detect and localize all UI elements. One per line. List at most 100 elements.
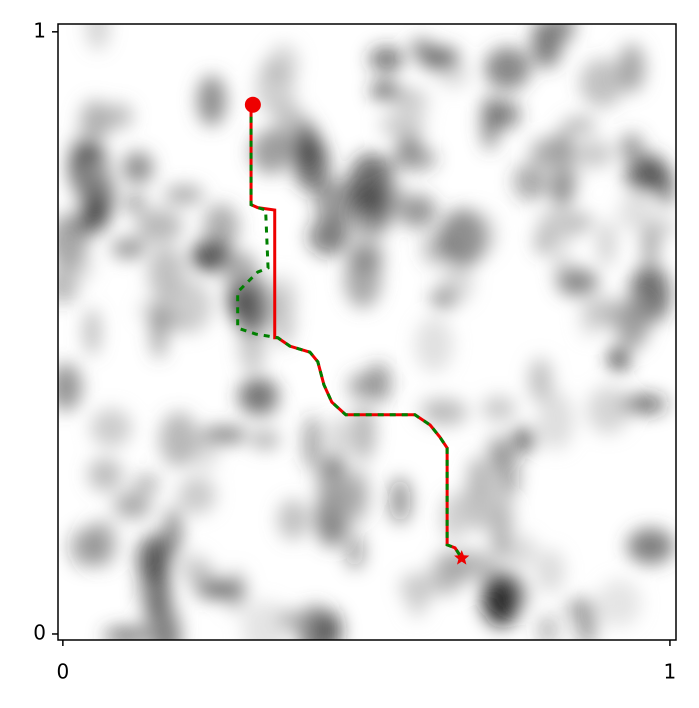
cost-blob	[293, 137, 330, 191]
cost-blob	[137, 536, 168, 584]
cost-blob	[482, 577, 520, 627]
cost-blob	[201, 426, 248, 444]
cost-blob	[122, 151, 154, 185]
cost-blob	[619, 395, 667, 413]
cost-blob	[344, 250, 382, 309]
plot-frame	[57, 23, 677, 641]
cost-blob	[136, 208, 183, 243]
cost-blob	[618, 193, 655, 233]
cost-blob	[226, 283, 257, 319]
cost-blob	[203, 203, 240, 250]
y-tick-label: 1	[33, 18, 46, 42]
x-tick-label: 1	[664, 660, 677, 684]
cost-blob	[642, 224, 659, 267]
cost-blob	[267, 43, 299, 83]
cost-blob	[389, 477, 411, 524]
cost-blob	[346, 533, 364, 570]
cost-blob	[489, 501, 509, 555]
cost-blob	[379, 112, 426, 137]
cost-blob	[627, 528, 674, 565]
cost-blob	[80, 196, 112, 230]
cost-blob	[150, 572, 169, 629]
cost-blob	[86, 520, 117, 567]
cost-blob	[165, 505, 182, 556]
cost-blob	[535, 549, 565, 594]
cost-blob	[419, 46, 460, 71]
cost-blob	[277, 499, 309, 541]
cost-blob	[572, 140, 614, 168]
cost-blob	[414, 317, 454, 373]
cost-blob	[555, 24, 575, 43]
cost-blob	[424, 399, 468, 426]
cost-blob	[481, 396, 517, 422]
cost-blob	[164, 185, 204, 205]
cost-blob	[351, 404, 376, 461]
cost-blob	[159, 411, 199, 468]
cost-blob	[511, 427, 537, 453]
cost-blob	[250, 430, 280, 450]
cost-blob	[178, 476, 216, 515]
cost-blob	[111, 239, 147, 259]
cost-blob	[488, 100, 521, 129]
cost-blob	[103, 627, 149, 640]
cost-blob	[406, 576, 428, 618]
cost-blob	[165, 279, 213, 334]
cost-blob	[528, 358, 553, 402]
cost-blob	[150, 300, 168, 359]
cost-blob	[58, 213, 89, 269]
cost-blob	[273, 103, 309, 155]
cost-blob	[69, 135, 87, 195]
cost-blob	[656, 166, 676, 208]
cost-blob	[506, 534, 537, 567]
goal-marker	[454, 550, 470, 565]
cost-blob	[313, 179, 359, 224]
cost-blob	[597, 579, 642, 628]
cost-blob	[490, 446, 520, 503]
cost-blob	[537, 614, 559, 640]
cost-blob	[563, 116, 596, 134]
cost-blob	[347, 372, 371, 400]
cost-blob	[113, 492, 152, 519]
cost-blob	[537, 208, 581, 243]
cost-blob	[587, 386, 630, 434]
cost-blob	[579, 58, 625, 108]
cost-blob	[308, 217, 351, 256]
cost-blob	[103, 103, 134, 130]
cost-blob	[530, 137, 575, 168]
y-tick-label: 0	[33, 620, 46, 644]
cost-blob	[241, 600, 289, 640]
cost-blob	[197, 75, 227, 126]
cost-blob	[596, 220, 617, 267]
path-line	[236, 104, 463, 559]
x-tick-label: 0	[56, 660, 69, 684]
cost-blob	[574, 596, 598, 640]
cost-blob	[84, 308, 101, 356]
cost-blob	[554, 162, 580, 190]
cost-blob	[396, 90, 430, 116]
cost-blob	[460, 479, 496, 531]
cost-blob	[390, 147, 437, 171]
cost-blob	[370, 80, 401, 101]
cost-blob	[190, 564, 218, 599]
cost-blob	[87, 457, 123, 492]
cost-blob	[348, 153, 394, 211]
cost-blob	[238, 377, 279, 415]
cost-blob	[430, 287, 456, 309]
cost-blob	[365, 363, 392, 403]
cost-blob	[531, 24, 562, 68]
cost-blob	[579, 296, 601, 338]
cost-blob	[58, 363, 82, 411]
cost-blob	[369, 47, 404, 71]
cost-blob	[513, 162, 549, 202]
cost-blob	[608, 346, 630, 372]
cost-field	[58, 24, 676, 640]
cost-blob	[124, 193, 147, 215]
cost-blob	[484, 47, 531, 90]
cost-blob	[265, 274, 297, 317]
cost-blob	[618, 43, 646, 93]
cost-blob	[133, 474, 161, 493]
cost-blob	[303, 415, 323, 471]
cost-blob	[620, 133, 644, 163]
cost-blob	[90, 408, 132, 448]
